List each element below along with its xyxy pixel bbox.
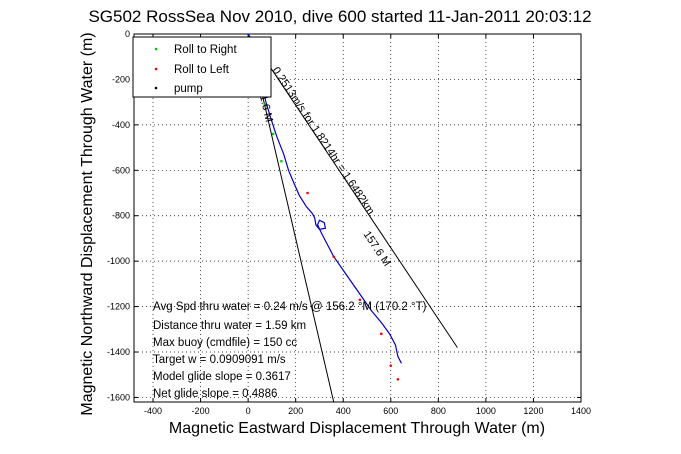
y-tick-label: 0 <box>125 29 130 39</box>
y-tick-label: -1000 <box>107 256 130 266</box>
y-tick-label: -600 <box>112 165 130 175</box>
data-point <box>389 364 393 367</box>
data-point <box>271 132 275 136</box>
x-tick-label: 400 <box>336 406 351 416</box>
y-tick-label: -1200 <box>107 302 130 312</box>
plot-frame <box>133 33 582 403</box>
x-tick-label: 200 <box>288 406 303 416</box>
x-tick-label: -200 <box>192 406 210 416</box>
x-tick-label: 800 <box>431 406 446 416</box>
x-axis-label: Magnetic Eastward Displacement Through W… <box>169 420 545 437</box>
data-point <box>280 159 283 163</box>
stat-avg-speed: Avg Spd thru water = 0.24 m/s @ 156.2 °M… <box>153 301 427 313</box>
y-tick-label: -400 <box>112 120 130 130</box>
track-series <box>247 33 403 364</box>
y-tick-label: -1400 <box>107 347 130 357</box>
stat-model-glide: Model glide slope = 0.3617 <box>153 371 291 383</box>
legend-label-roll-left: Roll to Left <box>174 64 230 76</box>
x-tick-label: 1000 <box>476 406 496 416</box>
track-line <box>247 33 403 364</box>
chart-title: SG502 RossSea Nov 2010, dive 600 started… <box>88 7 591 26</box>
stat-max-buoy: Max buoy (cmdfile) = 150 cc <box>153 337 297 349</box>
x-tick-label: 1400 <box>571 406 591 416</box>
data-point <box>306 191 309 195</box>
x-tick-label: 600 <box>383 406 398 416</box>
data-point <box>263 103 267 106</box>
reference-line <box>247 33 458 348</box>
legend-label-roll-right: Roll to Right <box>174 44 237 56</box>
data-point <box>358 298 362 302</box>
x-tick-label: -400 <box>144 406 162 416</box>
y-tick-label: -200 <box>112 74 130 84</box>
data-point <box>332 255 336 258</box>
data-point <box>396 377 400 381</box>
stat-target-w: Target w = 0.0909091 m/s <box>153 354 286 366</box>
x-tick-label: 0 <box>246 406 251 416</box>
legend-label-pump: pump <box>174 83 203 95</box>
legend-marker-roll-right <box>154 47 158 51</box>
y-tick-label: -1600 <box>107 392 130 402</box>
stat-net-glide: Net glide slope = 0.4886 <box>153 388 277 400</box>
legend-marker-roll-left <box>154 67 158 71</box>
legend-marker-pump <box>154 86 158 90</box>
y-axis-label: Magnetic Northward Displacement Through … <box>79 32 96 415</box>
y-tick-label: -800 <box>112 211 130 221</box>
stats-block: Avg Spd thru water = 0.24 m/s @ 156.2 °M… <box>153 301 427 400</box>
legend: Roll to Right Roll to Left pump <box>132 36 272 98</box>
stat-distance: Distance thru water = 1.59 km <box>153 320 306 332</box>
y-tick-labels: 0 -200 -400 -600 -800 -1000 -1200 -1400 -1600 <box>107 29 130 402</box>
x-tick-label: 1200 <box>523 406 543 416</box>
annotation-heading-1: 157.6 M <box>361 229 393 269</box>
data-point <box>379 332 383 336</box>
x-tick-labels: -400 -200 0 200 400 600 800 1000 1200 1400 <box>144 406 591 416</box>
